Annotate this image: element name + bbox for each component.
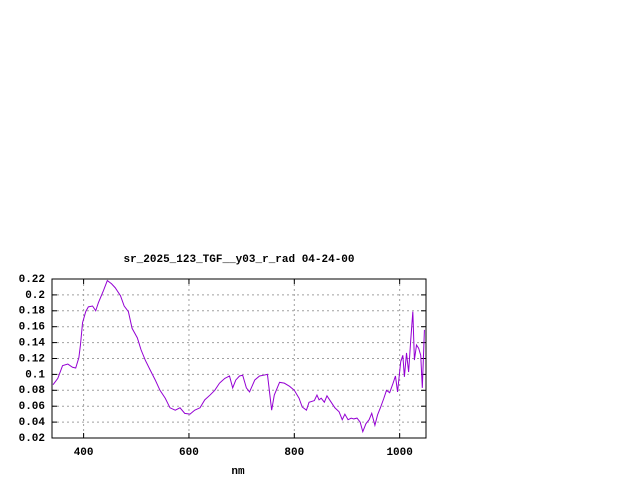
x-tick-label: 400 bbox=[74, 447, 94, 459]
y-tick-label: 0.18 bbox=[19, 306, 46, 318]
plot-frame bbox=[51, 278, 427, 439]
x-axis-label: nm bbox=[231, 466, 245, 478]
y-tick-label: 0.2 bbox=[25, 290, 45, 302]
y-tick-label: 0.04 bbox=[19, 417, 46, 429]
x-tick-label: 1000 bbox=[386, 447, 412, 459]
x-tick-label: 800 bbox=[284, 447, 304, 459]
y-tick-label: 0.14 bbox=[19, 338, 46, 350]
y-tick-label: 0.08 bbox=[19, 385, 46, 397]
y-tick-label: 0.02 bbox=[19, 433, 45, 445]
data-line bbox=[52, 279, 425, 434]
y-tick-label: 0.16 bbox=[19, 322, 45, 334]
chart-title: sr_2025_123_TGF__y03_r_rad 04-24-00 bbox=[123, 254, 354, 266]
y-tick-label: 0.12 bbox=[19, 353, 45, 365]
x-tick-label: 600 bbox=[179, 447, 199, 459]
y-tick-label: 0.1 bbox=[25, 369, 45, 381]
y-tick-label: 0.06 bbox=[19, 401, 45, 413]
y-tick-label: 0.22 bbox=[19, 274, 45, 286]
